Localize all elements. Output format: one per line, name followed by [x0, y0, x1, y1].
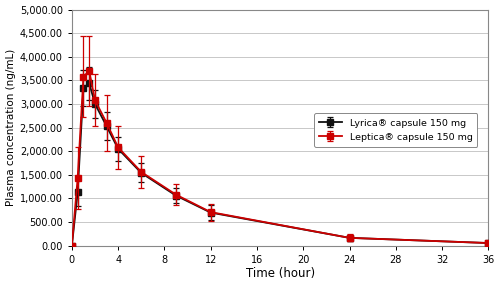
X-axis label: Time (hour): Time (hour)	[246, 267, 314, 281]
Legend: Lyrica® capsule 150 mg, Leptica® capsule 150 mg: Lyrica® capsule 150 mg, Leptica® capsule…	[314, 114, 478, 147]
Y-axis label: Plasma concentration (ng/mL): Plasma concentration (ng/mL)	[6, 49, 16, 206]
